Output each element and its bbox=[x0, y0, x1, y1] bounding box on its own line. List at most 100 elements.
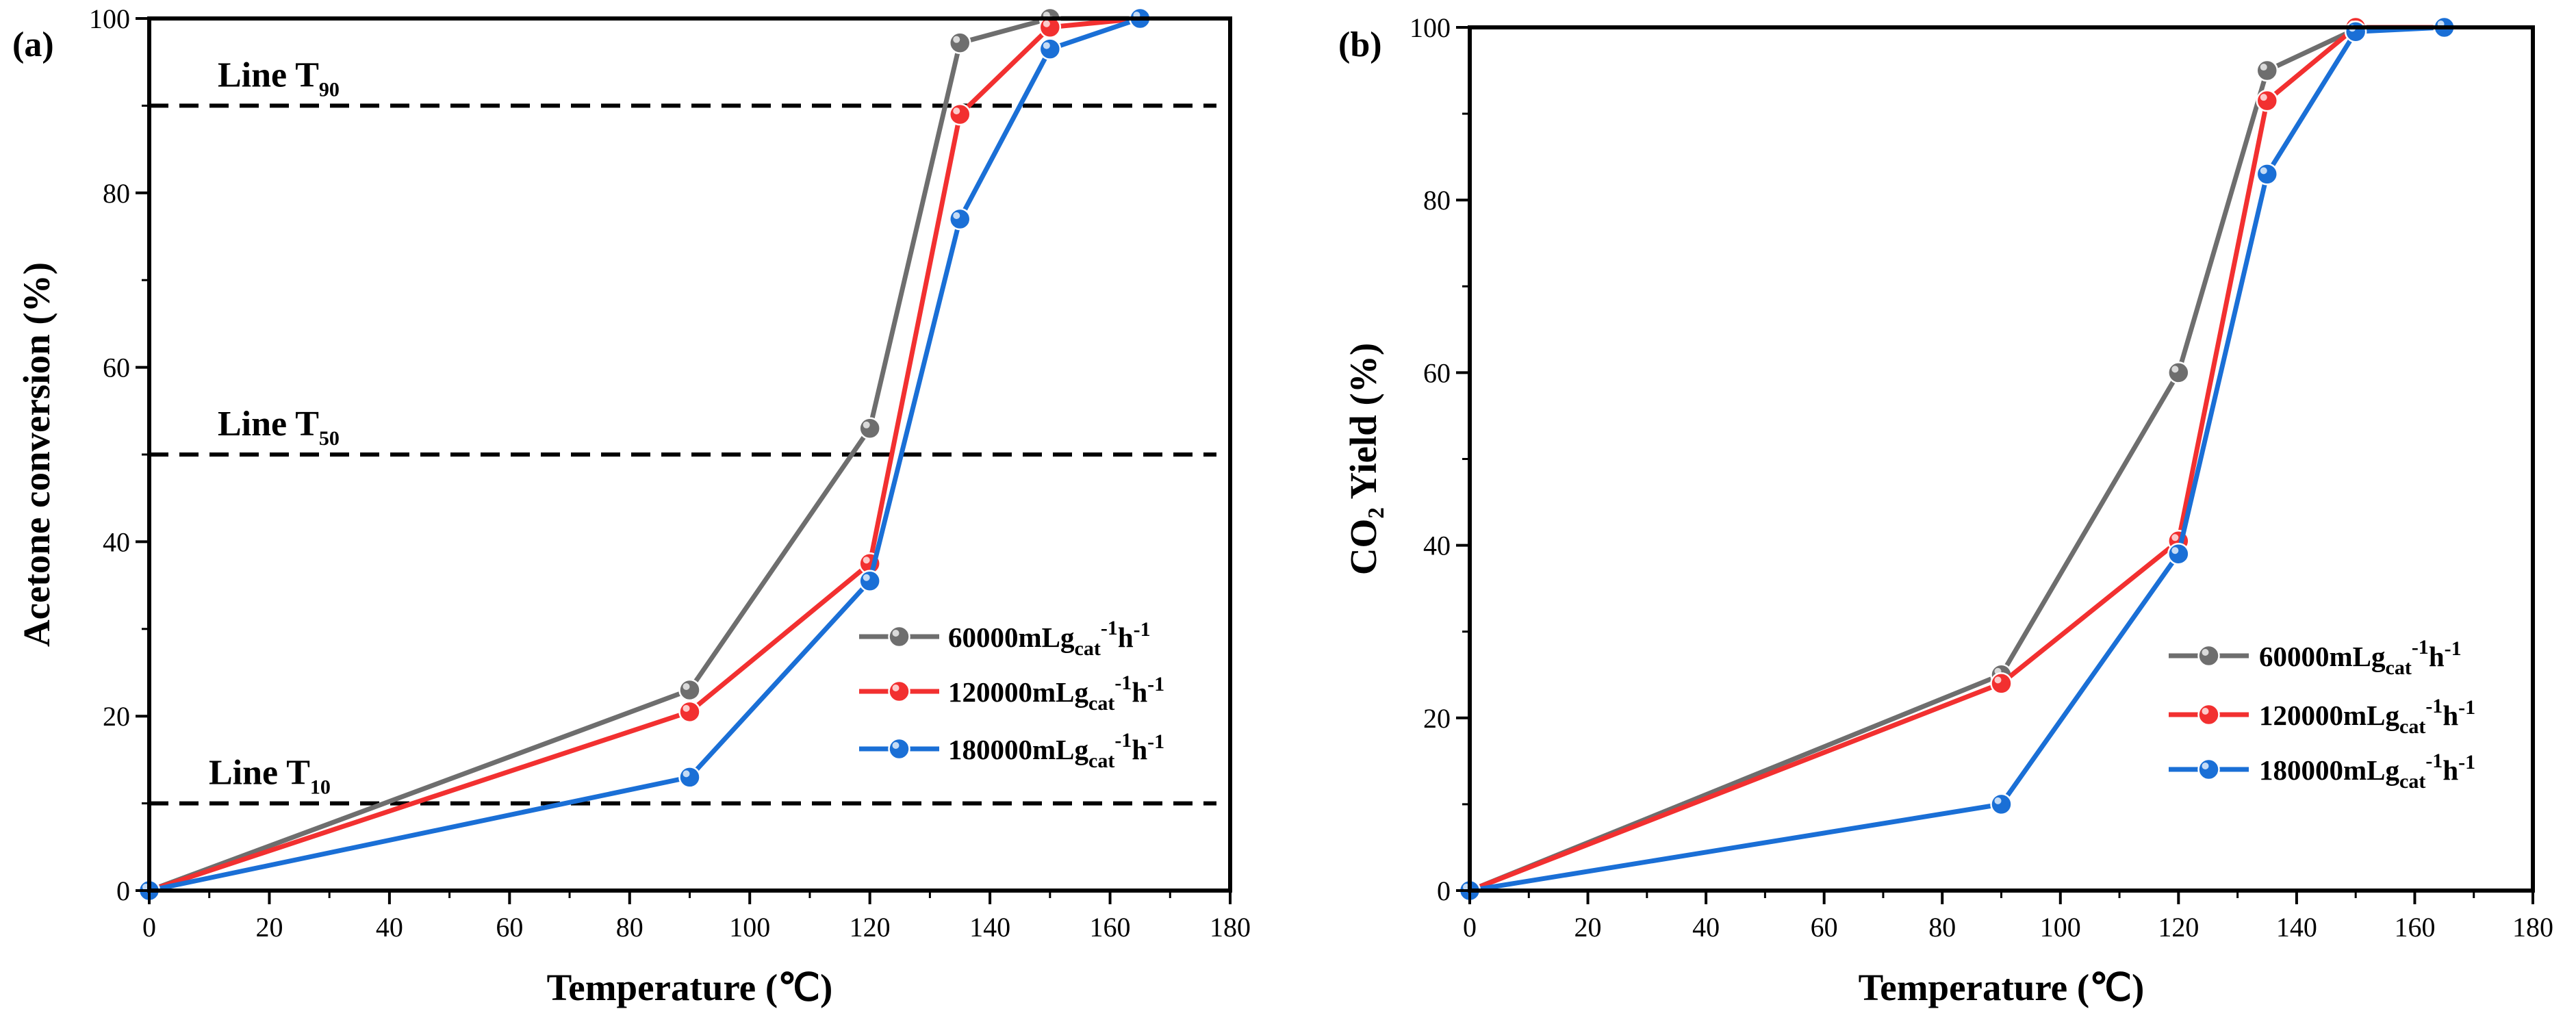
series-120000mLg-point bbox=[1990, 672, 2013, 695]
series-180000mLg-point bbox=[678, 766, 701, 789]
series-180000mLg-point bbox=[858, 570, 881, 592]
legend-60000mLg-marker-highlight bbox=[2202, 649, 2209, 656]
x-tick-label: 40 bbox=[1692, 912, 1720, 943]
x-tick-label: 180 bbox=[2512, 912, 2553, 943]
series-180000mLg-line bbox=[149, 16, 1141, 893]
series-120000mLg-point bbox=[2256, 89, 2278, 112]
y-tick-label: 80 bbox=[1423, 185, 1451, 216]
series-180000mLg-point bbox=[949, 207, 971, 231]
x-tick-label: 0 bbox=[1463, 912, 1477, 943]
legend-60000mLg-marker bbox=[2197, 644, 2220, 667]
legend-120000mLg-marker bbox=[2197, 703, 2220, 726]
x-tick-label: 120 bbox=[850, 912, 891, 943]
legend-120000mLg-marker-highlight bbox=[2202, 708, 2209, 715]
series-180000mLg-point-highlight bbox=[2260, 167, 2267, 175]
y-tick-label: 100 bbox=[89, 3, 130, 34]
y-tick-label: 0 bbox=[116, 876, 130, 906]
x-tick-label: 60 bbox=[496, 912, 523, 943]
y-tick-label: 20 bbox=[103, 701, 130, 732]
y-axis-title: CO₂ Yield (%) bbox=[1342, 343, 1384, 575]
x-axis-title: Temperature (℃) bbox=[547, 967, 833, 1008]
legend-60000mLg-label: 60000mLgcat-1h-1 bbox=[948, 617, 1151, 660]
series-180000mLg-point bbox=[2167, 542, 2190, 565]
series-120000mLg-point-highlight bbox=[953, 107, 960, 115]
legend-180000mLg-marker bbox=[2197, 758, 2220, 781]
series-180000mLg-point-highlight bbox=[2171, 547, 2179, 554]
x-tick-label: 80 bbox=[616, 912, 643, 943]
x-tick-label: 40 bbox=[376, 912, 403, 943]
legend-60000mLg-marker-highlight bbox=[892, 630, 900, 637]
series-60000mLg-point-highlight bbox=[2171, 366, 2179, 373]
series-180000mLg-point bbox=[1038, 38, 1062, 60]
series-60000mLg-point bbox=[858, 417, 881, 440]
x-tick-label: 160 bbox=[1090, 912, 1131, 943]
series-120000mLg-point bbox=[949, 103, 971, 126]
x-tick-label: 100 bbox=[2040, 912, 2081, 943]
x-tick-label: 160 bbox=[2394, 912, 2435, 943]
x-tick-label: 20 bbox=[255, 912, 283, 943]
x-tick-label: 180 bbox=[1210, 912, 1251, 943]
legend-120000mLg-marker bbox=[888, 680, 910, 703]
panel-label: (a) bbox=[12, 25, 54, 64]
series-60000mLg-point-highlight bbox=[683, 682, 690, 690]
reference-line-label-t10: Line T10 bbox=[209, 754, 331, 799]
series-180000mLg-point bbox=[2344, 21, 2367, 43]
x-tick-label: 140 bbox=[2276, 912, 2317, 943]
x-tick-label: 60 bbox=[1811, 912, 1838, 943]
legend-180000mLg-marker bbox=[888, 737, 910, 761]
y-axis-title: Acetone conversion (%) bbox=[16, 262, 58, 647]
series-180000mLg-point-highlight bbox=[863, 574, 870, 581]
y-tick-label: 40 bbox=[1423, 531, 1451, 561]
y-tick-label: 40 bbox=[103, 526, 130, 557]
legend-180000mLg-marker-highlight bbox=[892, 742, 900, 749]
legend-180000mLg-marker-highlight bbox=[2202, 763, 2209, 769]
y-tick-label: 60 bbox=[103, 353, 130, 383]
legend-120000mLg-label: 120000mLgcat-1h-1 bbox=[948, 672, 1164, 715]
y-tick-label: 60 bbox=[1423, 357, 1451, 388]
series-120000mLg-line bbox=[148, 16, 1140, 893]
x-tick-label: 140 bbox=[969, 912, 1010, 943]
legend-60000mLg-marker bbox=[888, 625, 910, 648]
x-tick-label: 100 bbox=[729, 912, 770, 943]
series-180000mLg-point-highlight bbox=[683, 770, 690, 778]
series-60000mLg-point-highlight bbox=[2260, 64, 2267, 71]
legend-120000mLg-marker-highlight bbox=[892, 685, 900, 691]
series-120000mLg-point-highlight bbox=[863, 557, 870, 564]
x-tick-label: 80 bbox=[1928, 912, 1956, 943]
series-180000mLg-point-highlight bbox=[1043, 42, 1050, 49]
series-120000mLg-point-highlight bbox=[2260, 94, 2267, 101]
series-180000mLg-point bbox=[2256, 163, 2278, 186]
series-180000mLg-line bbox=[1469, 25, 2445, 893]
y-tick-label: 80 bbox=[103, 178, 130, 209]
series-60000mLg-point bbox=[2167, 361, 2190, 384]
series-120000mLg-point bbox=[678, 700, 701, 724]
series-120000mLg-point-highlight bbox=[683, 704, 690, 712]
y-tick-label: 100 bbox=[1410, 12, 1451, 43]
x-axis-title: Temperature (℃) bbox=[1859, 967, 2145, 1008]
series-180000mLg-point-highlight bbox=[1994, 797, 2002, 804]
x-tick-label: 120 bbox=[2158, 912, 2199, 943]
series-60000mLg-point bbox=[678, 678, 701, 702]
series-60000mLg-point-highlight bbox=[863, 421, 870, 429]
series-60000mLg-point bbox=[2256, 59, 2278, 82]
reference-line-label-t90: Line T90 bbox=[218, 55, 340, 101]
x-tick-label: 0 bbox=[142, 912, 156, 943]
chart-panel-a: (a) Line T90 Line T50 Line T10 0 20 40 60 80 100 1… bbox=[12, 3, 1251, 1008]
y-tick-label: 20 bbox=[1423, 703, 1451, 734]
series-60000mLg-point bbox=[949, 31, 971, 54]
series-180000mLg-point bbox=[1990, 793, 2013, 816]
reference-line-label-t50: Line T50 bbox=[218, 405, 340, 450]
series-180000mLg-point-highlight bbox=[953, 212, 960, 220]
chart-panel-b: (b) 0 20 40 60 80 100 120 140 160 180 0 20 40 60 80 100 T… bbox=[1338, 12, 2553, 1008]
legend-180000mLg-label: 180000mLgcat-1h-1 bbox=[2259, 750, 2475, 793]
y-tick-label: 0 bbox=[1437, 876, 1451, 906]
series-60000mLg-point-highlight bbox=[953, 36, 960, 43]
x-tick-label: 20 bbox=[1574, 912, 1602, 943]
legend-180000mLg-label: 180000mLgcat-1h-1 bbox=[948, 729, 1164, 772]
series-120000mLg-point-highlight bbox=[1043, 20, 1050, 27]
legend-120000mLg-label: 120000mLgcat-1h-1 bbox=[2259, 695, 2475, 738]
series-120000mLg-point-highlight bbox=[2171, 534, 2179, 541]
series-120000mLg-point-highlight bbox=[1994, 676, 2002, 684]
panel-label: (b) bbox=[1338, 25, 1382, 64]
